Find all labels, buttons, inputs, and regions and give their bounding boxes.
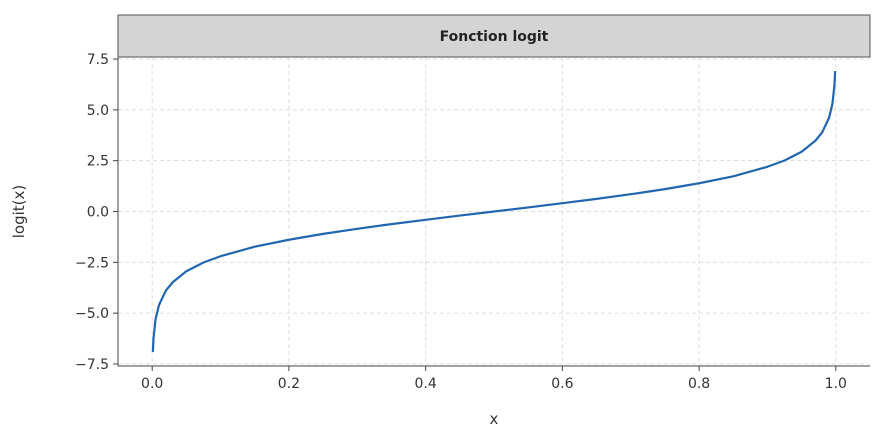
grid	[118, 57, 870, 366]
title-bar	[117, 14, 871, 58]
y-axis-label: logit(x)	[10, 185, 28, 239]
x-tick-label-1: 0.2	[278, 376, 300, 392]
x-tick-label-0: 0.0	[141, 376, 163, 392]
y-tick-label-5: 5.0	[87, 103, 109, 119]
series-line-0	[151, 70, 837, 353]
chart-title: Fonction logit	[440, 29, 549, 45]
y-tick-label-4: 2.5	[87, 154, 109, 170]
y-tick-label-2: −2.5	[75, 255, 109, 271]
x-tick-label-2: 0.4	[415, 376, 437, 392]
series	[151, 70, 837, 353]
y-tick-label-3: 0.0	[87, 205, 109, 221]
y-tick-label-6: 7.5	[87, 52, 109, 68]
x-tick-label-5: 1.0	[825, 376, 847, 392]
x-tick-label-3: 0.6	[551, 376, 573, 392]
y-tick-label-1: −5.0	[75, 306, 109, 322]
y-tick-label-0: −7.5	[75, 357, 109, 373]
x-axis-label: x	[490, 410, 499, 428]
x-tick-label-4: 0.8	[688, 376, 710, 392]
ticks: 0.0 0.2 0.4 0.6 0.8 1.0 −7.5 −5.0 −2.5 0.0 2.5 5.0 7…	[75, 52, 847, 392]
